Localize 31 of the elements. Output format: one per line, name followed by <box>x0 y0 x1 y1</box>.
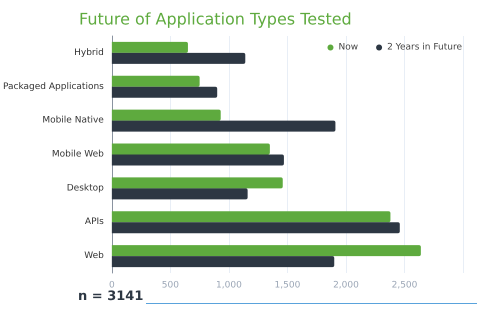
y-tick-label: Web <box>84 251 104 262</box>
y-tick-label: Mobile Web <box>52 150 104 160</box>
bar <box>112 245 421 256</box>
y-tick-label: Mobile Native <box>42 116 104 126</box>
y-tick-label: Packaged Applications <box>2 82 104 92</box>
chart-title: Future of Application Types Tested <box>79 10 352 28</box>
bar <box>112 144 270 154</box>
bar <box>112 222 400 234</box>
bar <box>112 42 188 53</box>
y-tick-label: APIs <box>84 217 104 228</box>
bar <box>112 154 284 166</box>
bar <box>112 211 390 222</box>
bar <box>112 120 336 132</box>
x-tick-label: 2,000 <box>333 280 360 290</box>
bar <box>112 177 283 188</box>
x-tick-label: 0 <box>108 280 115 290</box>
bar <box>112 110 221 121</box>
x-tick-label: 1,000 <box>216 280 242 290</box>
bar <box>112 52 246 64</box>
x-tick-label: 2,500 <box>392 280 418 290</box>
x-tick-label: 1,500 <box>274 280 301 290</box>
bar <box>112 256 334 268</box>
x-tick-label: 500 <box>162 280 180 290</box>
text: n = 3141 <box>78 289 144 304</box>
y-tick-label: Desktop <box>66 183 104 194</box>
bar <box>112 188 248 200</box>
legend-label: 2 Years in Future <box>387 42 462 52</box>
y-tick-label: Hybrid <box>74 48 104 58</box>
legend-label: Now <box>338 42 358 52</box>
bar <box>112 76 200 87</box>
bar <box>112 86 218 98</box>
